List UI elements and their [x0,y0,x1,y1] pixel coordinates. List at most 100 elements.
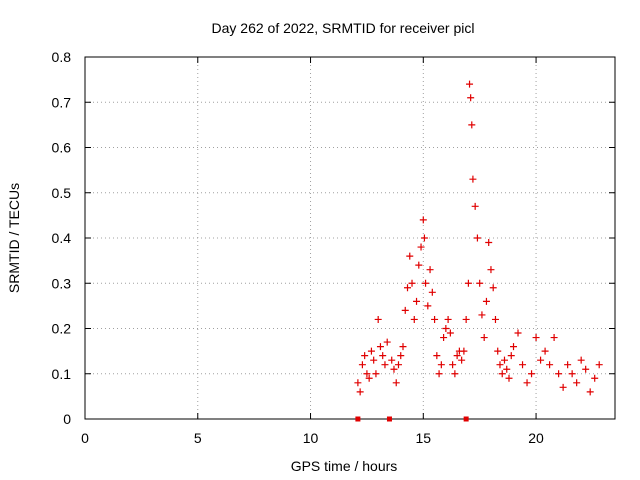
data-point [361,352,369,360]
data-point [365,374,373,382]
data-point [428,288,436,296]
data-point [410,315,418,323]
data-point [383,338,391,346]
data-point [424,302,432,310]
data-point [586,388,594,396]
y-tick-label: 0.3 [52,275,72,291]
data-point [374,315,382,323]
data-point [503,365,511,373]
chart-title: Day 262 of 2022, SRMTID for receiver pic… [212,20,475,36]
axis-marker [463,416,469,422]
axis-marker [355,416,361,422]
axis-ticks [84,56,615,420]
y-tick-label: 0.1 [52,366,72,382]
data-point [370,356,378,364]
data-point [394,361,402,369]
data-point [460,347,468,355]
data-point [480,334,488,342]
data-point [442,325,450,332]
data-point [388,356,396,364]
data-point [372,370,380,378]
data-point [595,361,603,369]
data-point [363,370,371,378]
x-tick-label: 0 [81,430,89,446]
data-point [466,80,474,88]
data-point [451,370,459,378]
data-point [417,243,425,251]
data-point [577,356,585,364]
data-point [437,361,445,369]
data-point [379,352,387,360]
data-point [489,284,497,292]
data-point [476,279,484,287]
data-point [473,234,481,242]
data-point [433,352,441,360]
x-tick-label: 10 [303,430,319,446]
data-point [422,279,430,287]
y-axis-tick-labels: 0 0.1 0.2 0.3 0.4 0.5 0.6 0.7 0.8 [52,49,72,427]
x-tick-label: 5 [194,430,202,446]
data-point [498,370,506,378]
axis-marker [386,416,392,422]
data-point [468,121,476,129]
data-point [453,352,461,360]
data-point [532,334,540,342]
data-point [404,284,412,292]
data-point [523,379,531,387]
axis-markers [355,416,469,422]
data-point [381,361,389,369]
y-tick-label: 0.7 [52,94,72,110]
grid-lines [85,57,615,419]
data-point [469,175,477,183]
data-point [591,374,599,382]
y-tick-label: 0.8 [52,49,72,65]
data-point [496,361,504,369]
x-axis-title: GPS time / hours [291,458,398,474]
data-point [546,361,554,369]
x-tick-label: 20 [528,430,544,446]
data-point [510,343,518,351]
data-point [444,315,452,323]
data-point [528,370,536,378]
data-point [568,370,576,378]
data-point [514,329,522,337]
data-point [478,311,486,319]
data-point [541,347,549,355]
data-point [408,279,416,287]
data-point [471,202,479,210]
data-point [458,356,466,364]
data-point [413,297,421,305]
data-point [435,370,443,378]
data-point [397,352,405,360]
data-point [537,356,545,364]
data-point [559,383,567,391]
data-point [399,343,407,351]
x-axis-tick-labels: 0 5 10 15 20 [81,430,544,446]
y-tick-label: 0.2 [52,321,72,337]
data-point [358,361,366,369]
data-point [582,365,590,373]
data-point [415,261,423,269]
data-point [500,356,508,364]
data-point [464,279,472,287]
data-point [392,379,400,387]
y-tick-label: 0.5 [52,185,72,201]
data-point [494,347,502,355]
data-point [573,379,581,387]
data-point [462,315,470,323]
data-point [491,315,499,323]
data-point [406,252,414,260]
data-point [564,361,572,369]
data-point [431,315,439,323]
y-axis-title: SRMTID / TECUs [6,183,22,293]
data-point [356,388,364,396]
data-point [449,361,457,369]
data-points [354,80,603,396]
data-point [482,297,490,305]
data-point [505,374,513,382]
y-tick-label: 0 [63,411,71,427]
y-tick-label: 0.4 [52,230,72,246]
data-point [401,306,409,314]
data-point [420,234,428,242]
